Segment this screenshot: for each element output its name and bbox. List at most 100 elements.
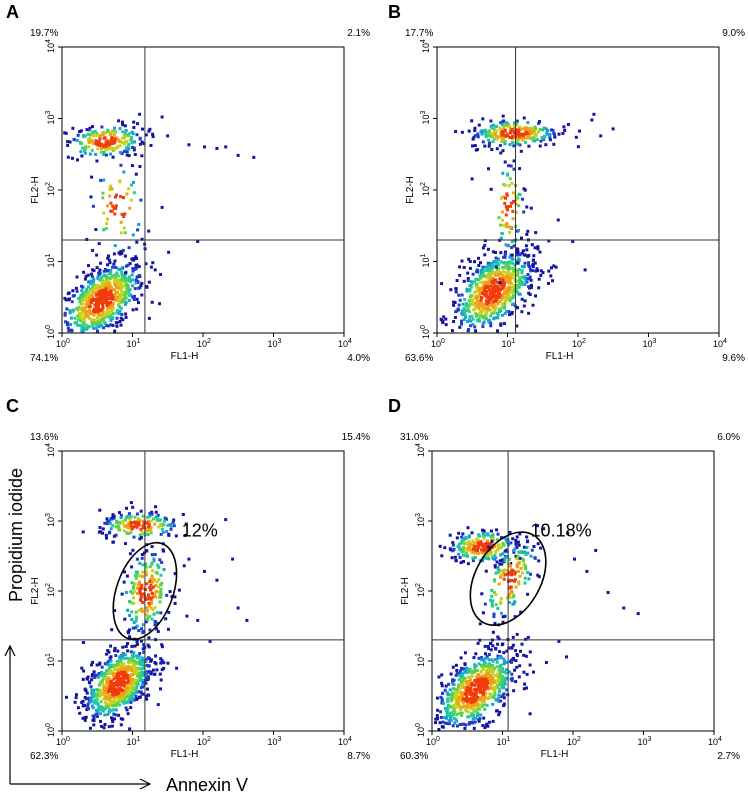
- data-point: [124, 302, 127, 306]
- data-point: [104, 287, 108, 291]
- data-point: [458, 556, 462, 559]
- data-point: [144, 133, 148, 137]
- data-point: [123, 676, 127, 680]
- data-point: [113, 147, 117, 151]
- data-point: [501, 693, 505, 697]
- data-point: [503, 311, 507, 315]
- data-point: [448, 705, 452, 709]
- data-point: [508, 299, 512, 303]
- data-point: [107, 276, 111, 280]
- data-point: [159, 587, 163, 591]
- data-point: [115, 324, 119, 328]
- data-point: [106, 217, 109, 221]
- data-point: [158, 600, 162, 604]
- data-point: [498, 300, 502, 303]
- data-point: [116, 678, 119, 682]
- data-point: [117, 293, 121, 297]
- data-point: [556, 218, 560, 222]
- data-point: [502, 657, 506, 661]
- data-point: [469, 686, 473, 690]
- data-point: [134, 691, 138, 695]
- data-point: [124, 295, 128, 299]
- data-point: [497, 216, 501, 220]
- data-point: [106, 130, 110, 133]
- data-point: [82, 669, 86, 673]
- data-point: [82, 270, 86, 274]
- data-point: [109, 314, 113, 317]
- data-point: [504, 265, 508, 269]
- data-point: [472, 688, 476, 692]
- data-point: [140, 553, 144, 556]
- data-point: [139, 527, 143, 531]
- data-point: [537, 559, 541, 563]
- data-point: [119, 306, 123, 310]
- data-point: [156, 563, 160, 567]
- data-point: [479, 684, 482, 688]
- data-point: [138, 533, 142, 537]
- data-point: [166, 523, 170, 527]
- data-point: [121, 278, 125, 282]
- data-point: [111, 513, 115, 517]
- data-point: [490, 601, 494, 605]
- data-point: [499, 322, 503, 326]
- data-point: [490, 676, 494, 680]
- data-point: [505, 122, 508, 126]
- data-point: [474, 680, 478, 684]
- data-point: [119, 220, 123, 224]
- data-point: [167, 627, 170, 631]
- data-point: [466, 279, 470, 283]
- data-point: [539, 273, 543, 277]
- data-point: [111, 204, 115, 208]
- data-point: [492, 612, 496, 616]
- data-point: [510, 579, 514, 582]
- data-point: [111, 129, 115, 133]
- data-point: [149, 144, 153, 147]
- data-point: [519, 550, 523, 554]
- data-point: [86, 132, 90, 136]
- data-point: [98, 134, 102, 138]
- data-point: [497, 637, 501, 641]
- data-point: [101, 531, 104, 535]
- data-point: [108, 678, 112, 682]
- data-point: [502, 686, 506, 690]
- data-point: [132, 585, 135, 588]
- data-point: [144, 588, 148, 592]
- y-tick-label: 100: [45, 723, 56, 737]
- data-point: [472, 546, 476, 550]
- data-point: [461, 560, 465, 563]
- data-point: [158, 518, 162, 522]
- data-point: [512, 122, 516, 126]
- data-point: [520, 642, 524, 646]
- data-point: [82, 306, 86, 310]
- data-point: [500, 298, 504, 301]
- data-point: [111, 324, 115, 327]
- data-point: [148, 565, 152, 569]
- data-point: [108, 708, 112, 712]
- data-point: [502, 662, 506, 666]
- data-point: [98, 141, 101, 145]
- data-point: [83, 718, 87, 722]
- data-point: [139, 509, 143, 513]
- data-point: [468, 266, 472, 270]
- data-point: [119, 323, 123, 327]
- data-point: [495, 560, 499, 564]
- data-point: [521, 249, 525, 253]
- data-point: [131, 505, 135, 509]
- data-point: [112, 534, 116, 538]
- data-point: [102, 297, 106, 301]
- data-point: [151, 132, 155, 136]
- data-point: [119, 278, 123, 282]
- data-point: [496, 300, 500, 304]
- data-point: [488, 295, 492, 299]
- data-point: [489, 542, 493, 545]
- data-point: [520, 269, 524, 273]
- data-point: [491, 276, 495, 280]
- data-point: [507, 646, 511, 650]
- data-point: [152, 559, 156, 563]
- data-point: [63, 311, 67, 315]
- data-point: [85, 287, 89, 291]
- data-point: [526, 635, 530, 639]
- data-point: [85, 326, 89, 330]
- data-point: [531, 303, 535, 307]
- data-point: [107, 293, 111, 297]
